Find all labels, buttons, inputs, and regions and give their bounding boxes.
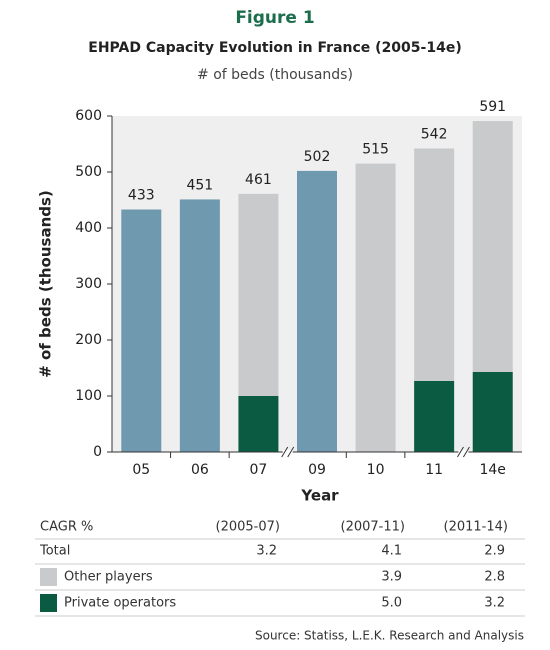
table-cell: 4.1 <box>381 544 402 559</box>
axis-break <box>281 446 289 458</box>
table-header: CAGR % <box>40 520 93 535</box>
table-cell: 5.0 <box>381 596 402 611</box>
axis-break-gap <box>282 450 293 454</box>
total-label: 542 <box>421 126 448 142</box>
y-tick-label: 500 <box>75 164 102 180</box>
total-label: 502 <box>304 149 331 165</box>
x-tick-label: 06 <box>191 462 209 478</box>
total-label: 433 <box>128 188 155 204</box>
total-label: 515 <box>362 142 389 158</box>
bar <box>414 148 455 381</box>
y-tick-label: 100 <box>75 388 102 404</box>
total-label: 451 <box>186 177 213 193</box>
table-cell: 3.9 <box>381 570 402 585</box>
bar <box>297 170 337 452</box>
y-tick-label: 400 <box>75 220 102 236</box>
legend-label: Other players <box>64 570 153 585</box>
table-cell: 2.9 <box>484 544 505 559</box>
legend-swatch <box>40 568 57 586</box>
axis-break <box>456 446 464 458</box>
x-tick-label: 05 <box>132 462 150 478</box>
bar <box>179 199 220 452</box>
y-axis-label: # of beds (thousands) <box>37 190 55 378</box>
y-tick-label: 300 <box>75 276 102 292</box>
bar <box>238 193 279 396</box>
table-header: (2011-14) <box>444 520 508 535</box>
legend-label: Private operators <box>64 596 176 611</box>
legend-swatch <box>40 594 57 612</box>
bar <box>414 380 455 452</box>
bar <box>472 121 513 372</box>
y-tick-label: 200 <box>75 332 102 348</box>
x-tick-label: 09 <box>308 462 326 478</box>
bar <box>238 396 279 452</box>
total-label: 461 <box>245 172 272 188</box>
table-cell: 3.2 <box>484 596 505 611</box>
x-tick-label: 14e <box>479 462 505 478</box>
axis-break-gap <box>458 450 469 454</box>
y-tick-label: 600 <box>75 108 102 124</box>
table-cell: 2.8 <box>484 570 505 585</box>
x-tick-label: 10 <box>367 462 385 478</box>
table-header: (2007-11) <box>341 520 405 535</box>
total-label: 591 <box>479 99 506 115</box>
y-tick-label: 0 <box>93 444 102 460</box>
x-tick-label: 11 <box>425 462 443 478</box>
table-header: (2005-07) <box>216 520 280 535</box>
axis-break <box>287 446 295 458</box>
chart-subtitle: EHPAD Capacity Evolution in France (2005… <box>88 40 461 56</box>
unit-label: # of beds (thousands) <box>197 67 353 83</box>
x-axis-label: Year <box>300 487 339 505</box>
chart-title: Figure 1 <box>235 8 314 28</box>
x-tick-label: 07 <box>250 462 268 478</box>
source: Source: Statiss, L.E.K. Research and Ana… <box>255 629 524 643</box>
table-cell: 3.2 <box>256 544 277 559</box>
table-row-label: Total <box>39 544 70 559</box>
bar <box>472 371 513 452</box>
axis-break <box>462 446 470 458</box>
bar <box>121 209 162 452</box>
bar <box>355 163 396 452</box>
